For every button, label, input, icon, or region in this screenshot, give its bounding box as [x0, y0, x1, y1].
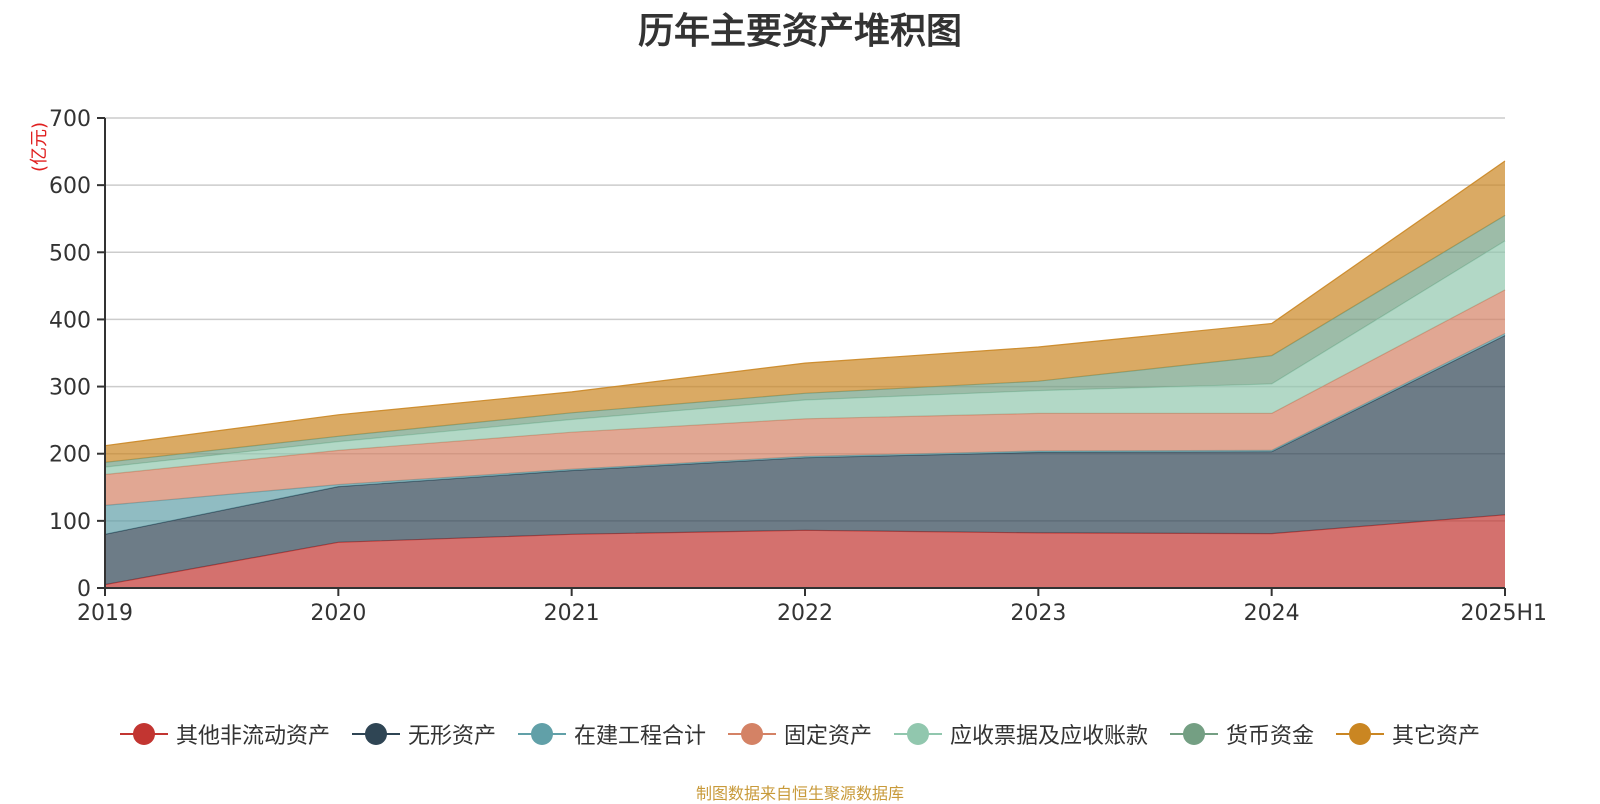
legend-marker-dot — [1349, 723, 1372, 745]
y-tick-label: 600 — [49, 174, 91, 199]
legend-label: 货币资金 — [1226, 724, 1315, 749]
x-tick-label: 2020 — [310, 601, 366, 626]
legend-marker-dot — [907, 723, 929, 745]
area-series-6 — [105, 161, 1505, 463]
area-series-3 — [105, 289, 1505, 506]
legend-label: 在建工程合计 — [573, 724, 706, 749]
legend-marker-icon — [1170, 722, 1219, 746]
x-tick-label: 2023 — [1010, 601, 1066, 626]
legend-label: 其它资产 — [1392, 724, 1481, 749]
legend-marker-dot — [740, 723, 763, 745]
y-tick-label: 0 — [77, 577, 91, 602]
legend-marker-dot — [1183, 723, 1206, 745]
legend-item-3[interactable]: 固定资产 — [727, 718, 872, 750]
x-tick-label: 2021 — [544, 601, 600, 626]
legend-label: 固定资产 — [783, 724, 872, 749]
legend-marker-icon — [351, 722, 400, 746]
area-series-1 — [105, 335, 1505, 585]
legend-marker-dot — [364, 723, 387, 745]
stacked-areas — [104, 160, 1506, 588]
legend-marker-icon — [119, 722, 168, 746]
y-tick-label: 100 — [49, 510, 91, 535]
legend: 其他非流动资产 无形资产 在建工程合计 固定资产 应收票据及应收账款 货币资金 其它资产 — [0, 718, 1600, 750]
y-tick-label: 700 — [49, 107, 91, 132]
x-tick-label: 2022 — [777, 601, 833, 626]
legend-item-6[interactable]: 其它资产 — [1336, 718, 1480, 750]
y-tick-label: 500 — [49, 241, 91, 266]
legend-marker-dot — [530, 723, 553, 745]
legend-label: 其他非流动资产 — [175, 724, 330, 749]
legend-marker-icon — [894, 722, 942, 746]
x-tick-label: 2025H1 — [1460, 601, 1547, 626]
series-line-6 — [104, 160, 1506, 447]
legend-marker-icon — [517, 722, 566, 746]
y-axis-unit-label: (亿元) — [29, 122, 50, 172]
legend-item-4[interactable]: 应收票据及应收账款 — [894, 718, 1148, 750]
y-tick-label: 200 — [49, 443, 91, 468]
legend-marker-icon — [727, 722, 776, 746]
legend-item-2[interactable]: 在建工程合计 — [517, 718, 706, 750]
chart-title: 历年主要资产堆积图 — [637, 11, 962, 52]
x-tick-label: 2019 — [77, 601, 133, 626]
source-note: 制图数据来自恒生聚源数据库 — [695, 784, 904, 803]
legend-item-0[interactable]: 其他非流动资产 — [119, 718, 330, 750]
legend-label: 应收票据及应收账款 — [950, 724, 1149, 749]
legend-item-1[interactable]: 无形资产 — [351, 718, 496, 750]
y-tick-label: 300 — [49, 376, 91, 401]
legend-item-5[interactable]: 货币资金 — [1170, 718, 1314, 750]
area-series-0 — [105, 514, 1505, 588]
x-tick-label: 2024 — [1244, 601, 1300, 626]
legend-marker-icon — [1336, 722, 1385, 746]
y-tick-label: 400 — [49, 308, 91, 333]
legend-marker-dot — [132, 723, 155, 745]
legend-label: 无形资产 — [407, 724, 496, 749]
axes: 0 100 200 300 400 500 600 700 2019 2020 2021 2022 20… — [49, 107, 1547, 626]
